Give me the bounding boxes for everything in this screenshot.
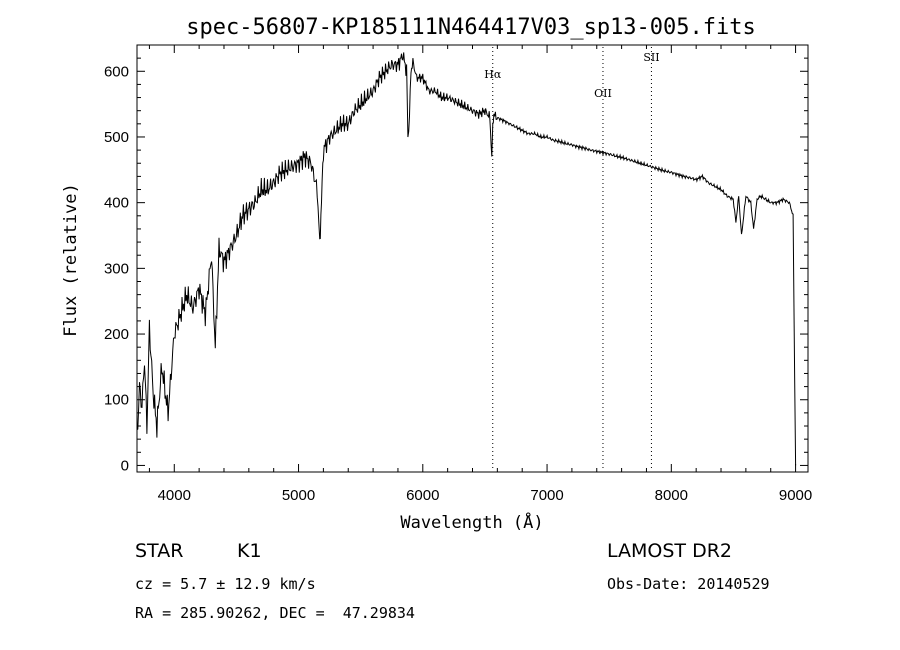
chart-title: spec-56807-KP185111N464417V03_sp13-005.f…: [186, 15, 756, 40]
x-tick-label: 9000: [779, 487, 812, 504]
spectral-line-label: SII: [643, 51, 659, 64]
y-tick-label: 300: [104, 260, 129, 277]
y-tick-label: 600: [104, 63, 129, 80]
x-tick-label: 8000: [655, 487, 688, 504]
object-type: STAR: [135, 540, 184, 562]
spectral-line-label: OII: [594, 87, 612, 100]
spectral-line-label: Hα: [484, 68, 502, 81]
spectrum-chart: spec-56807-KP185111N464417V03_sp13-005.f…: [61, 15, 812, 533]
y-tick-label: 400: [104, 195, 129, 212]
x-tick-label: 6000: [406, 487, 439, 504]
survey-label: LAMOST DR2: [607, 540, 732, 562]
plot-area: 4000 5000 6000 7000 8000 9000 0 100 200 300 400 500…: [104, 44, 812, 504]
subclass: K1: [237, 540, 262, 562]
plot-frame: [136, 44, 809, 473]
y-tick-label: 200: [104, 326, 129, 343]
x-tick-label: 7000: [530, 487, 563, 504]
spectrum-line: [136, 52, 797, 466]
y-tick-label: 100: [104, 392, 129, 409]
obs-date: Obs-Date: 20140529: [607, 575, 770, 593]
x-tick-label: 4000: [158, 487, 191, 504]
y-tick-label: 0: [121, 457, 129, 474]
x-tick-label: 5000: [282, 487, 315, 504]
y-axis-label: Flux (relative): [61, 183, 81, 337]
y-tick-label: 500: [104, 129, 129, 146]
coordinates: RA = 285.90262, DEC = 47.29834: [135, 604, 415, 622]
x-axis-label: Wavelength (Å): [400, 511, 543, 533]
redshift-cz: cz = 5.7 ± 12.9 km/s: [135, 575, 316, 593]
